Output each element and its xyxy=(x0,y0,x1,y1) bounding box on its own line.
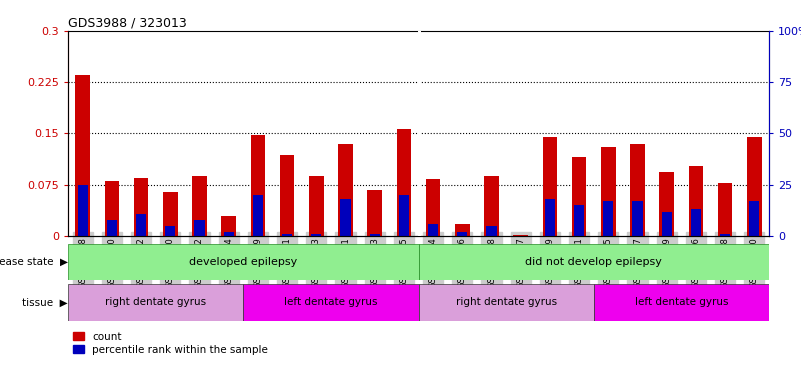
Bar xyxy=(428,224,438,236)
Bar xyxy=(244,284,418,321)
Text: tissue  ▶: tissue ▶ xyxy=(22,297,67,308)
Bar xyxy=(418,244,769,280)
Bar xyxy=(689,166,703,236)
Bar xyxy=(282,234,292,236)
Bar xyxy=(572,157,586,236)
Text: left dentate gyrus: left dentate gyrus xyxy=(284,297,377,308)
Bar xyxy=(68,284,244,321)
Bar xyxy=(338,144,352,236)
Bar xyxy=(223,232,234,236)
Text: did not develop epilepsy: did not develop epilepsy xyxy=(525,257,662,267)
Bar xyxy=(690,209,701,236)
Bar xyxy=(280,156,295,236)
Bar xyxy=(662,212,672,236)
Text: disease state  ▶: disease state ▶ xyxy=(0,257,67,267)
Bar xyxy=(134,178,148,236)
Text: right dentate gyrus: right dentate gyrus xyxy=(456,297,557,308)
Text: right dentate gyrus: right dentate gyrus xyxy=(105,297,206,308)
Bar xyxy=(368,190,382,236)
Bar xyxy=(594,284,769,321)
Bar xyxy=(630,144,645,236)
Bar xyxy=(312,234,321,236)
Bar xyxy=(68,244,418,280)
Bar xyxy=(221,216,236,236)
Bar xyxy=(75,75,90,236)
Text: left dentate gyrus: left dentate gyrus xyxy=(634,297,728,308)
Bar xyxy=(136,214,147,236)
Bar xyxy=(165,226,175,236)
Bar xyxy=(253,195,263,236)
Bar xyxy=(455,224,469,236)
Bar xyxy=(720,234,731,236)
Bar xyxy=(718,183,732,236)
Bar xyxy=(369,234,380,236)
Bar xyxy=(399,195,409,236)
Bar xyxy=(457,232,468,236)
Bar xyxy=(603,201,614,236)
Bar xyxy=(659,172,674,236)
Bar xyxy=(601,147,616,236)
Bar xyxy=(485,176,499,236)
Bar xyxy=(340,199,351,236)
Bar xyxy=(486,226,497,236)
Bar xyxy=(747,137,762,236)
Bar xyxy=(163,192,178,236)
Bar xyxy=(251,136,265,236)
Bar xyxy=(309,176,324,236)
Text: GDS3988 / 323013: GDS3988 / 323013 xyxy=(68,17,187,30)
Bar xyxy=(105,181,119,236)
Bar xyxy=(545,199,555,236)
Bar xyxy=(107,220,117,236)
Text: developed epilepsy: developed epilepsy xyxy=(189,257,297,267)
Bar xyxy=(78,185,88,236)
Bar xyxy=(418,284,594,321)
Bar xyxy=(513,235,528,236)
Bar xyxy=(749,201,759,236)
Legend: count, percentile rank within the sample: count, percentile rank within the sample xyxy=(74,332,268,355)
Bar xyxy=(192,176,207,236)
Bar xyxy=(396,129,411,236)
Bar xyxy=(426,179,441,236)
Bar xyxy=(574,205,584,236)
Bar xyxy=(542,137,557,236)
Bar xyxy=(633,201,642,236)
Bar xyxy=(195,220,204,236)
